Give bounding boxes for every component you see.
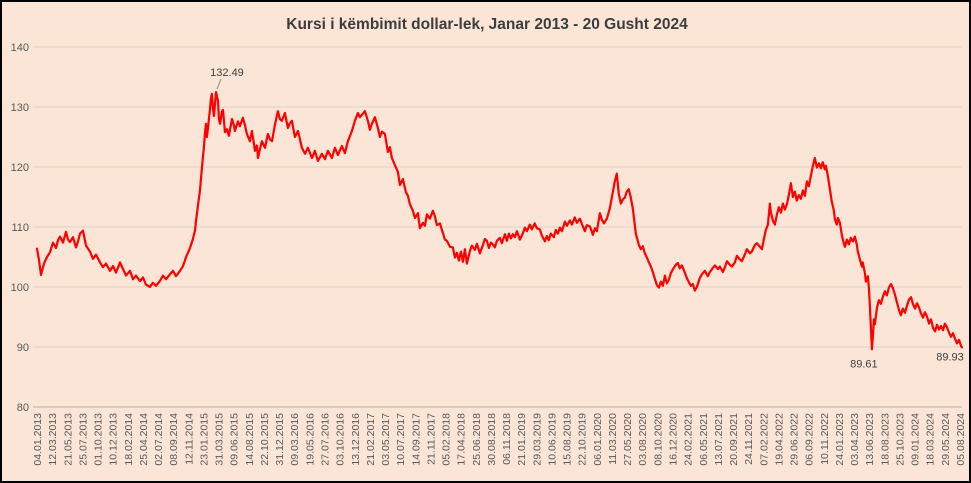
y-tick-label: 100 — [11, 282, 29, 294]
y-tick-label: 120 — [11, 162, 29, 174]
x-tick-label: 06.11.2018 — [501, 413, 513, 465]
x-tick-label: 21.11.2017 — [425, 413, 437, 465]
y-axis-tick-labels: 140 130 120 110 100 90 80 — [11, 42, 29, 414]
x-tick-label: 05.02.2018 — [441, 413, 453, 466]
x-tick-label: 03.10.2016 — [335, 413, 347, 466]
x-tick-label: 18.08.2023 — [879, 413, 891, 466]
x-tick-label: 04.01.2013 — [32, 413, 44, 466]
usd-all-rate-line — [35, 90, 964, 351]
annotation-label: 89.61 — [850, 358, 878, 370]
x-tick-label: 21.02.2017 — [365, 413, 377, 466]
x-tick-label: 18.02.2014 — [123, 413, 135, 466]
x-tick-label: 22.10.2015 — [259, 413, 271, 466]
x-tick-label: 19.04.2022 — [773, 413, 785, 466]
x-tick-label: 22.10.2019 — [577, 413, 589, 466]
y-tick-label: 140 — [11, 42, 29, 54]
x-tick-label: 13.12.2016 — [350, 413, 362, 466]
x-tick-label: 10.06.2019 — [547, 413, 559, 466]
chart-title: Kursi i këmbimit dollar-lek, Janar 2013 … — [286, 16, 688, 33]
x-tick-label: 02.07.2014 — [153, 413, 165, 466]
x-tick-label: 29.03.2019 — [531, 413, 543, 466]
x-tick-label: 25.04.2014 — [138, 413, 150, 466]
x-tick-label: 31.03.2015 — [214, 413, 226, 466]
x-tick-label: 03.05.2017 — [380, 413, 392, 466]
x-tick-label: 09.03.2016 — [289, 413, 301, 466]
annotation-label: 89.93 — [936, 351, 964, 363]
x-tick-label: 29.05.2024 — [940, 413, 952, 466]
x-tick-label: 13.06.2023 — [864, 413, 876, 466]
x-tick-label: 14.08.2015 — [244, 413, 256, 466]
x-tick-label: 25.06.2018 — [471, 413, 483, 466]
x-tick-label: 12.11.2014 — [183, 413, 195, 465]
x-tick-label: 08.09.2014 — [168, 413, 180, 466]
y-tick-label: 80 — [17, 402, 29, 414]
x-tick-label: 09.01.2024 — [910, 413, 922, 466]
annotation-label: 132.49 — [210, 67, 244, 79]
x-tick-label: 17.04.2018 — [456, 413, 468, 466]
x-tick-label: 27.07.2016 — [320, 413, 332, 466]
x-tick-label: 31.12.2015 — [274, 413, 286, 466]
x-tick-label: 21.05.2013 — [62, 413, 74, 466]
x-tick-label: 01.10.2013 — [93, 413, 105, 466]
x-tick-label: 16.12.2020 — [668, 413, 680, 466]
x-tick-label: 23.01.2015 — [198, 413, 210, 466]
x-tick-label: 13.07.2021 — [713, 413, 725, 466]
x-tick-label: 12.03.2013 — [47, 413, 59, 466]
exchange-rate-line-series — [35, 90, 964, 351]
x-tick-label: 10.11.2022 — [819, 413, 831, 465]
x-tick-label: 19.05.2016 — [304, 413, 316, 466]
x-tick-label: 07.02.2022 — [758, 413, 770, 466]
y-tick-label: 130 — [11, 102, 29, 114]
x-tick-label: 06.01.2020 — [592, 413, 604, 466]
x-tick-label: 05.08.2024 — [955, 413, 967, 466]
x-axis-tick-labels: 04.01.2013 12.03.2013 21.05.2013 25.07.2013… — [32, 413, 967, 466]
x-tick-label: 14.09.2017 — [410, 413, 422, 466]
x-tick-label: 06.09.2022 — [804, 413, 816, 466]
x-tick-label: 10.12.2013 — [108, 413, 120, 466]
x-tick-label: 25.10.2023 — [895, 413, 907, 466]
x-tick-label: 21.01.2019 — [516, 413, 528, 466]
x-tick-label: 03.04.2023 — [849, 413, 861, 466]
annotation-leader-line — [216, 78, 222, 90]
x-tick-label: 09.06.2015 — [229, 413, 241, 466]
gridlines — [33, 46, 962, 408]
x-tick-label: 08.10.2020 — [652, 413, 664, 466]
x-tick-label: 29.06.2022 — [789, 413, 801, 466]
x-tick-label: 11.03.2020 — [607, 413, 619, 465]
x-tick-label: 18.03.2024 — [925, 413, 937, 466]
x-tick-label: 27.05.2020 — [622, 413, 634, 466]
y-tick-label: 90 — [17, 342, 29, 354]
x-tick-label: 20.09.2021 — [728, 413, 740, 466]
y-tick-label: 110 — [11, 222, 29, 234]
data-annotations: 132.49 89.61 89.93 — [210, 67, 964, 370]
x-tick-label: 24.01.2023 — [834, 413, 846, 466]
x-tick-label: 25.07.2013 — [77, 413, 89, 466]
x-tick-label: 24.02.2021 — [683, 413, 695, 466]
x-tick-label: 10.07.2017 — [395, 413, 407, 466]
x-tick-label: 30.08.2018 — [486, 413, 498, 466]
x-tick-label: 24.11.2021 — [743, 413, 755, 465]
x-tick-label: 06.05.2021 — [698, 413, 710, 466]
x-tick-label: 03.08.2020 — [637, 413, 649, 466]
x-tick-label: 15.08.2019 — [562, 413, 574, 466]
